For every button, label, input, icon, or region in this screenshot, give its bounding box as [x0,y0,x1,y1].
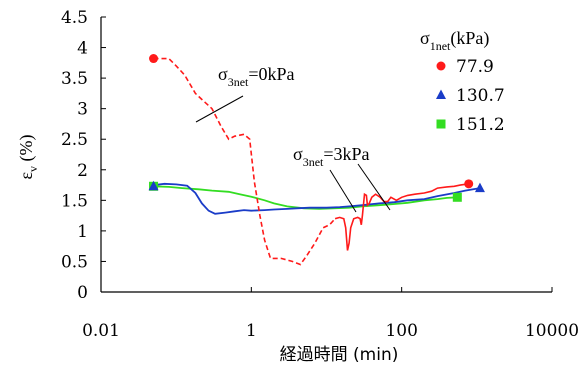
annotation-zero-rest: =0kPa [248,64,294,84]
legend-label-1: 130.7 [456,86,505,106]
series-marker-2 [452,192,462,202]
x-tick-label: 0.01 [82,321,120,341]
series-layer [153,57,481,266]
y-tick-label: 3.5 [61,69,88,89]
y-tick-label: 2 [77,161,88,181]
series-marker-1 [148,180,159,191]
legend-title-main: σ [420,28,430,48]
y-tick-label: 0 [77,283,88,303]
y-tick-label: 4 [77,39,88,59]
annotation-zero-sub: 3net [228,75,249,89]
x-tick-label: 100 [385,321,417,341]
y-tick-label: 2.5 [61,130,88,150]
y-tick-label: 1 [77,222,88,242]
x-axis-label: 経過時間 (min) [280,345,399,365]
series-line-1 [153,182,481,215]
annotation-three-sub: 3net [303,155,324,169]
y-tick-label: 4.5 [61,8,88,28]
legend-label-0: 77.9 [456,57,494,77]
legend-title-unit: (kPa) [450,28,489,49]
annotation-three-leader-2 [357,163,391,211]
legend-marker-2 [436,119,446,129]
axis-ticks: 0 0.5 1 1.5 2 2.5 3 3.5 4 4.5 0.01 1 100 10000 [61,8,579,341]
legend-label-2: 151.2 [456,115,505,135]
x-tick-label: 1 [246,321,257,341]
marker-layer [148,54,485,202]
legend-title: σ1net(kPa) [420,28,489,53]
series-marker-1 [474,182,485,193]
x-tick-label: 10000 [525,321,579,341]
annotation-zero-main: σ [218,64,228,84]
legend: σ1net(kPa) 77.9 130.7 151.2 [420,28,505,135]
legend-title-sub: 1net [430,39,451,53]
series-line-solid-0 [334,183,469,251]
legend-marker-0 [436,61,446,71]
annotation-three-main: σ [293,144,303,164]
annotation-zero-leader [195,95,244,123]
y-label-sub: v [26,166,40,172]
annotation-three-rest: =3kPa [323,144,369,164]
annotation-three-leader-1 [329,169,357,213]
y-tick-label: 0.5 [61,252,88,272]
series-marker-0 [464,179,474,189]
y-label-unit: (%) [16,134,37,165]
y-label-main: ε [16,172,36,180]
legend-marker-1 [436,89,446,99]
annotation-three-kpa: σ3net=3kPa [293,144,370,169]
series-marker-0 [149,54,159,64]
y-tick-label: 3 [77,100,88,120]
series-line-dashed-0 [153,57,336,266]
y-tick-label: 1.5 [61,191,88,211]
annotation-zero-kpa: σ3net=0kPa [218,64,295,89]
legend-items: 77.9 130.7 151.2 [436,57,505,135]
y-axis-label: εv (%) [16,134,40,179]
